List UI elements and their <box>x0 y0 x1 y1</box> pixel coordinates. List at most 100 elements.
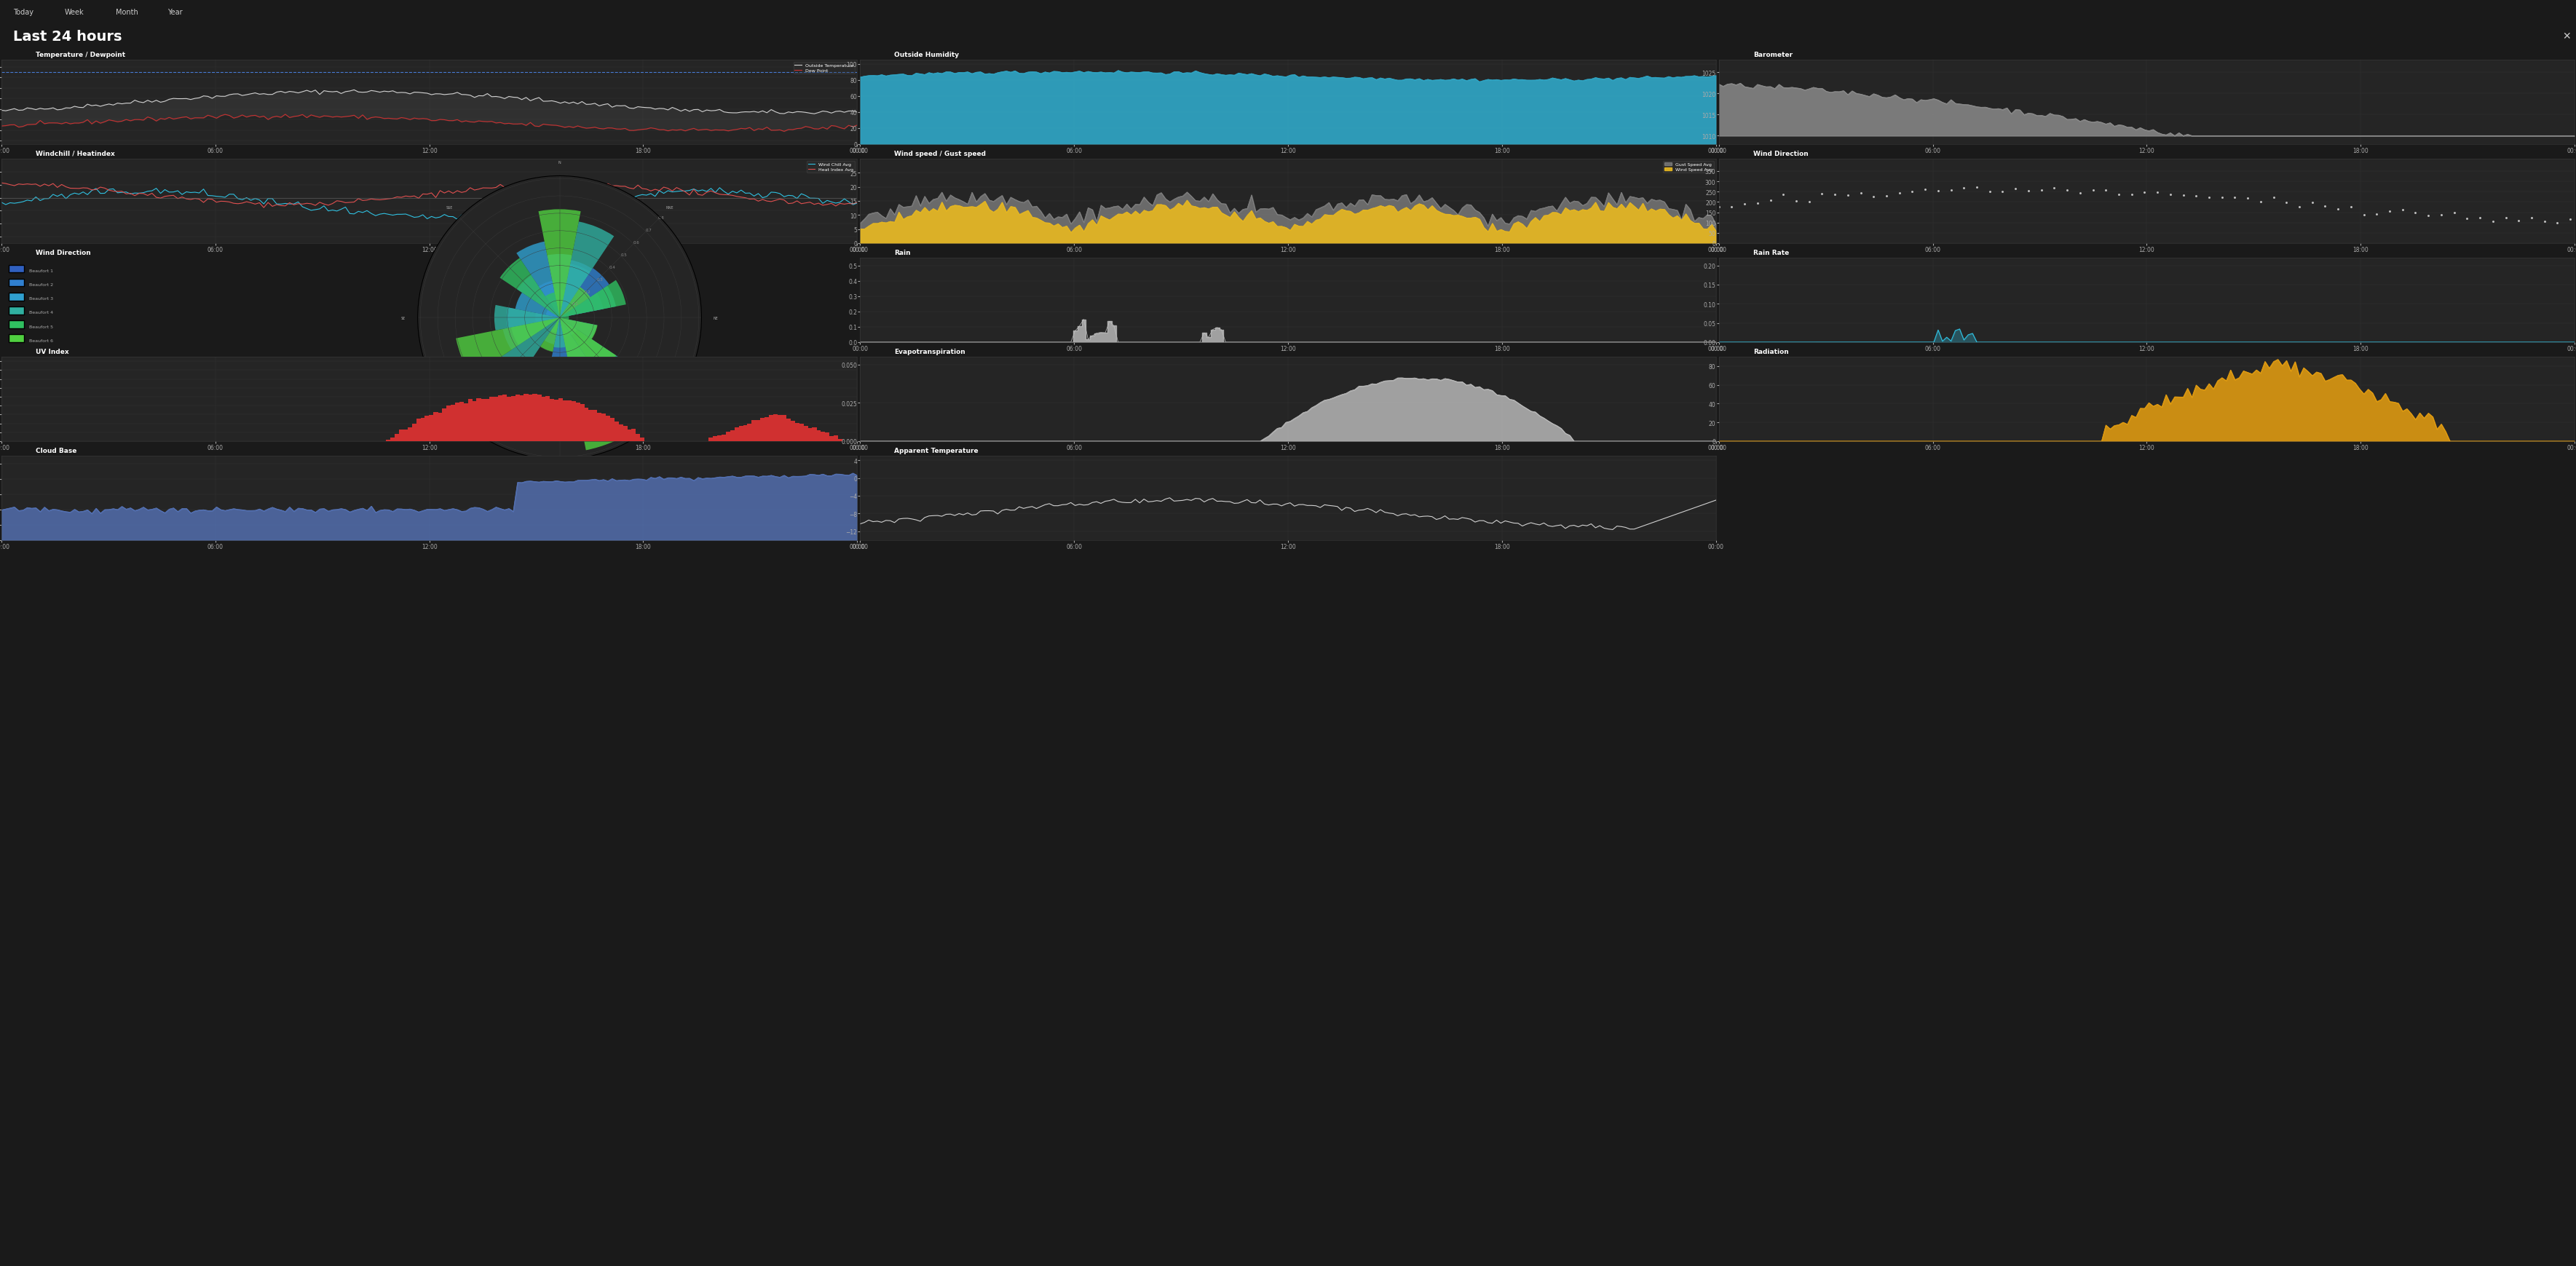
Bar <box>837 439 842 442</box>
Bar <box>786 419 791 442</box>
Bar <box>502 318 559 351</box>
Bar <box>515 294 559 318</box>
Text: Month: Month <box>116 9 139 16</box>
Bar <box>559 318 616 375</box>
Bar <box>562 401 567 442</box>
Point <box>1723 194 1765 214</box>
Bar <box>559 286 616 318</box>
Bar <box>587 410 592 442</box>
Point <box>2202 187 2244 208</box>
Bar <box>523 394 528 442</box>
Bar <box>726 432 732 442</box>
Text: Outside Humidity: Outside Humidity <box>894 52 958 58</box>
Text: Beaufort 3: Beaufort 3 <box>28 298 54 301</box>
Bar <box>708 438 714 442</box>
Bar <box>559 222 613 318</box>
Text: Wind Direction: Wind Direction <box>1754 151 1808 157</box>
Point <box>2228 189 2269 209</box>
Bar <box>554 318 567 348</box>
Point <box>1904 180 1945 200</box>
Bar <box>536 314 559 323</box>
Point <box>2138 182 2179 203</box>
Point <box>2318 199 2360 219</box>
Bar <box>507 398 510 442</box>
Text: Beaufort 6: Beaufort 6 <box>28 339 54 343</box>
Bar <box>636 434 641 442</box>
Bar <box>600 414 605 442</box>
Bar <box>477 399 482 442</box>
Text: Beaufort 2: Beaufort 2 <box>28 284 54 287</box>
Point <box>1968 181 2009 201</box>
Point <box>2007 181 2048 201</box>
Bar <box>425 417 430 442</box>
Bar <box>773 415 778 442</box>
Point <box>1891 182 1932 203</box>
Bar <box>804 427 809 442</box>
Bar <box>482 400 484 442</box>
Point <box>2097 185 2138 205</box>
Bar <box>559 399 562 442</box>
Bar <box>605 415 611 442</box>
Text: Year: Year <box>167 9 183 16</box>
Bar <box>484 400 489 442</box>
Bar <box>559 268 611 318</box>
Bar <box>824 433 829 442</box>
Bar <box>559 318 572 338</box>
Point <box>2306 196 2347 216</box>
Point <box>2524 211 2566 232</box>
Bar <box>559 318 577 335</box>
Point <box>2280 197 2321 218</box>
Point <box>2421 205 2463 225</box>
Bar <box>765 418 770 442</box>
Bar <box>574 403 580 442</box>
Point <box>2123 182 2164 203</box>
Bar <box>538 281 559 318</box>
Bar <box>549 399 554 442</box>
Text: Temperature / Dewpoint: Temperature / Dewpoint <box>36 52 126 58</box>
Bar <box>544 318 559 344</box>
Bar <box>611 418 616 442</box>
Bar <box>443 409 446 442</box>
Point <box>2486 208 2527 228</box>
Bar <box>559 318 634 451</box>
Bar <box>739 427 744 442</box>
Bar <box>536 294 559 318</box>
Bar <box>806 428 811 442</box>
Bar <box>618 425 623 442</box>
Bar <box>546 396 549 442</box>
Bar <box>572 401 577 442</box>
Point <box>2447 209 2488 229</box>
Point <box>1942 179 1984 199</box>
Text: Beaufort 4: Beaufort 4 <box>28 311 54 315</box>
Bar <box>817 430 822 442</box>
Bar <box>541 318 559 352</box>
Point <box>2370 201 2411 222</box>
Point <box>2473 211 2514 232</box>
Bar <box>559 318 592 376</box>
Bar <box>417 419 420 442</box>
Point <box>1981 182 2022 203</box>
Bar <box>538 210 580 318</box>
Point <box>2254 189 2295 209</box>
Bar <box>734 428 739 442</box>
Bar <box>554 290 564 318</box>
Bar <box>407 428 412 442</box>
Bar <box>799 424 804 442</box>
Bar <box>520 396 523 442</box>
Bar <box>546 318 574 389</box>
Bar <box>721 434 726 442</box>
Point <box>1878 184 1919 204</box>
Point <box>2084 180 2125 200</box>
Bar <box>829 437 835 442</box>
Bar <box>559 316 569 320</box>
Text: Barometer: Barometer <box>1754 52 1793 58</box>
Bar <box>495 398 497 442</box>
Bar <box>399 430 404 442</box>
Bar <box>459 403 464 442</box>
Bar <box>518 276 559 318</box>
Bar <box>559 287 590 318</box>
Point <box>2177 186 2218 206</box>
Bar <box>510 318 559 346</box>
Bar <box>623 427 629 442</box>
Point <box>2267 192 2308 213</box>
